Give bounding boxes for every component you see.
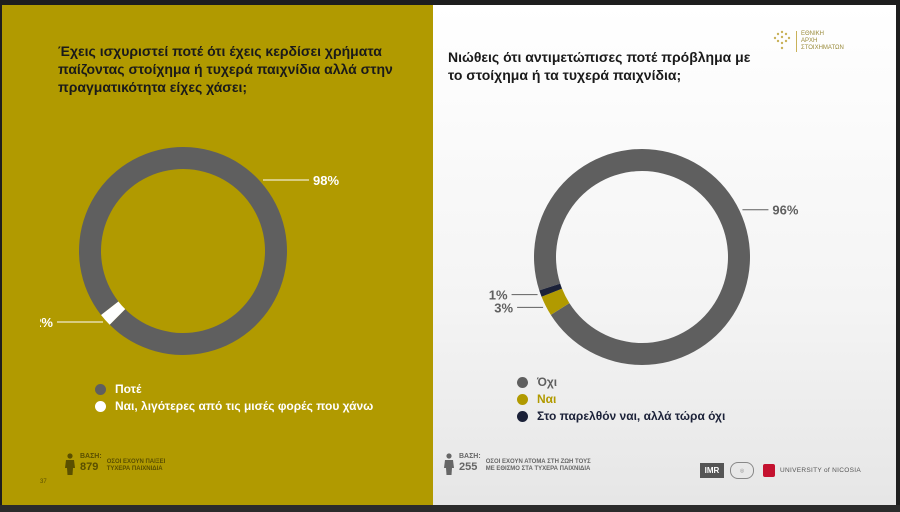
right-base-note: ΒΑΣΗ: 255 ΟΣΟΙ ΕΧΟΥΝ ΑΤΟΜΑ ΣΤΗ ΖΩΗ ΤΟΥΣ … [443,453,591,475]
left-legend: Ποτέ Ναι, λιγότερες από τις μισές φορές … [95,381,373,415]
legend-swatch [517,393,528,405]
left-question-title: Έχεις ισχυριστεί ποτέ ότι έχεις κερδίσει… [58,43,393,95]
unic-logo-text: UNIVERSITY of NICOSIA [780,467,861,474]
legend-item: Ναι [517,391,725,407]
legend-item: Όχι [517,374,725,390]
legend-swatch [517,410,528,422]
eea-logo-text: ΑΡΧΗ [801,37,818,44]
left-donut-chart: 98% 2% [40,147,339,355]
legend-label: Στο παρελθόν ναι, αλλά τώρα όχι [537,409,726,423]
legend-item: Ναι, λιγότερες από τις μισές φορές που χ… [95,398,373,414]
eea-logo-text: ΕΘΝΙΚΗ [801,30,825,37]
donut-slice [541,288,570,315]
base-label: ΒΑΣΗ: [80,453,102,460]
legend-swatch [95,400,106,412]
right-panel [433,5,896,505]
partner-logo-icon: ◎ [730,462,754,479]
page-number: 37 [40,479,47,485]
legend-label: Όχι [537,375,558,389]
donut-slice [101,301,126,325]
left-base-note: ΒΑΣΗ: 879 ΟΣΟΙ ΕΧΟΥΝ ΠΑΙΞΕΙ ΤΥΧΕΡΑ ΠΑΙΧΝ… [64,453,165,475]
base-description: ΜΕ ΕΘΙΣΜΟ ΣΤΑ ΤΥΧΕΡΑ ΠΑΙΧΝΙΔΙΑ [485,466,591,472]
legend-swatch [517,376,528,388]
legend-item: Ποτέ [95,381,373,397]
right-donut-chart: 96% 3%1% [489,149,799,365]
unic-logo-icon [763,464,775,477]
data-label: 3% [494,300,513,315]
right-question-title: Νιώθεις ότι αντιμετώπισες ποτέ πρόβλημα … [448,49,751,83]
left-panel [2,5,433,505]
base-number: 879 [80,461,99,473]
legend-item: Στο παρελθόν ναι, αλλά τώρα όχι [517,408,725,424]
right-legend: Όχι Ναι Στο παρελθόν ναι, αλλά τώρα όχι [517,374,725,425]
eea-logo: ΕΘΝΙΚΗ ΑΡΧΗ ΣΤΟΙΧΗΜΑΤΩΝ [772,30,844,52]
person-icon [65,453,75,475]
footer-logos: IMR ◎ UNIVERSITY of NICOSIA [700,462,861,479]
person-icon [444,453,454,475]
legend-label: Ναι [537,392,557,406]
base-label: ΒΑΣΗ: [459,453,481,460]
eea-emblem-icon [773,30,791,50]
data-label: 98% [313,173,339,188]
legend-label: Ναι, λιγότερες από τις μισές φορές που χ… [115,399,374,413]
legend-label: Ποτέ [115,382,142,396]
data-label: 1% [489,288,508,303]
base-description: ΟΣΟΙ ΕΧΟΥΝ ΠΑΙΞΕΙ [106,459,166,465]
donut-slice [539,283,563,297]
base-description: ΟΣΟΙ ΕΧΟΥΝ ΑΤΟΜΑ ΣΤΗ ΖΩΗ ΤΟΥΣ [485,459,591,465]
donut-slice [534,149,750,365]
base-description: ΤΥΧΕΡΑ ΠΑΙΧΝΙΔΙΑ [106,466,163,472]
data-label: 96% [772,203,798,218]
data-label: 2% [40,315,53,330]
imr-logo: IMR [700,463,724,478]
base-number: 255 [459,461,478,473]
eea-logo-text: ΣΤΟΙΧΗΜΑΤΩΝ [801,44,844,51]
legend-swatch [95,383,106,395]
